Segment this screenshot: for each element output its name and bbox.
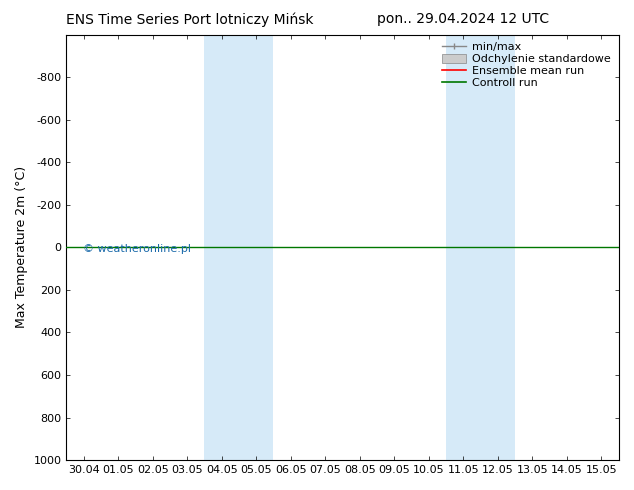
Bar — [204, 35, 239, 460]
Text: pon.. 29.04.2024 12 UTC: pon.. 29.04.2024 12 UTC — [377, 12, 549, 26]
Y-axis label: Max Temperature 2m (°C): Max Temperature 2m (°C) — [15, 166, 28, 328]
Bar — [239, 35, 273, 460]
Text: ENS Time Series Port lotniczy Mińsk: ENS Time Series Port lotniczy Mińsk — [67, 12, 314, 27]
Bar — [446, 35, 481, 460]
Text: © weatheronline.pl: © weatheronline.pl — [83, 245, 191, 254]
Bar — [481, 35, 515, 460]
Legend: min/max, Odchylenie standardowe, Ensemble mean run, Controll run: min/max, Odchylenie standardowe, Ensembl… — [440, 40, 613, 90]
